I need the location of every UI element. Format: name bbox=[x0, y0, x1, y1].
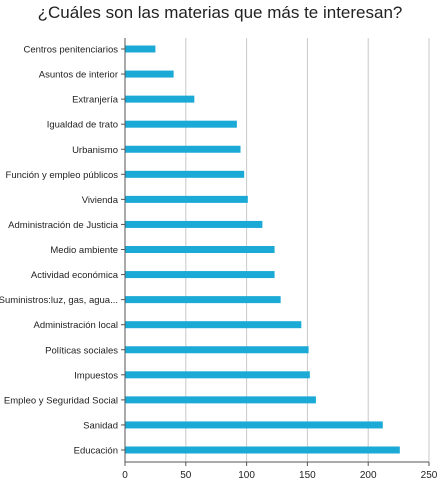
category-label-13: Impuestos bbox=[74, 370, 118, 381]
bar-15 bbox=[125, 421, 383, 429]
category-label-0: Centros penitenciarios bbox=[23, 45, 118, 56]
category-labels: Centros penitenciarios Asuntos de interio… bbox=[0, 45, 119, 457]
bar-12 bbox=[125, 346, 309, 354]
x-tick-label-200: 200 bbox=[360, 470, 377, 481]
bars bbox=[125, 45, 400, 454]
bar-8 bbox=[125, 246, 275, 253]
bar-5 bbox=[125, 170, 245, 178]
x-tick-label-50: 50 bbox=[180, 470, 192, 481]
x-tick-label-0: 0 bbox=[122, 470, 128, 481]
bar-1 bbox=[125, 70, 174, 78]
category-label-11: Administración local bbox=[34, 320, 118, 331]
category-label-16: Educación bbox=[74, 446, 118, 457]
category-label-5: Función y empleo públicos bbox=[6, 170, 119, 181]
bar-11 bbox=[125, 321, 302, 329]
category-label-9: Actividad económica bbox=[31, 270, 119, 281]
category-label-8: Medio ambiente bbox=[50, 245, 118, 256]
category-label-2: Extranjería bbox=[72, 95, 119, 106]
bar-13 bbox=[125, 371, 310, 379]
category-label-3: Igualdad de trato bbox=[47, 120, 118, 131]
bar-3 bbox=[125, 120, 237, 128]
category-label-14: Empleo y Seguridad Social bbox=[4, 395, 118, 406]
category-label-1: Asuntos de interior bbox=[39, 70, 118, 81]
tick-labels: 0 50 100 150 200 250 bbox=[122, 470, 438, 481]
axes bbox=[121, 38, 430, 466]
bar-14 bbox=[125, 396, 316, 404]
category-label-12: Políticas sociales bbox=[45, 345, 118, 356]
bar-4 bbox=[125, 145, 241, 153]
bar-7 bbox=[125, 220, 263, 228]
x-tick-label-150: 150 bbox=[299, 470, 316, 481]
category-label-10: Suministros:luz, gas, agua... bbox=[0, 295, 118, 306]
category-label-6: Vivienda bbox=[82, 195, 119, 206]
bar-16 bbox=[125, 446, 400, 454]
bar-10 bbox=[125, 296, 281, 304]
bar-6 bbox=[125, 195, 248, 203]
bar-0 bbox=[125, 45, 156, 53]
x-tick-label-250: 250 bbox=[421, 470, 438, 481]
bar-9 bbox=[125, 271, 275, 279]
category-label-4: Urbanismo bbox=[72, 145, 118, 156]
bar-2 bbox=[125, 95, 195, 103]
category-label-15: Sanidad bbox=[83, 420, 118, 431]
category-label-7: Administración de Justicia bbox=[8, 220, 119, 231]
x-tick-label-100: 100 bbox=[238, 470, 255, 481]
chart-title: ¿Cuáles son las materias que más te inte… bbox=[37, 3, 403, 22]
